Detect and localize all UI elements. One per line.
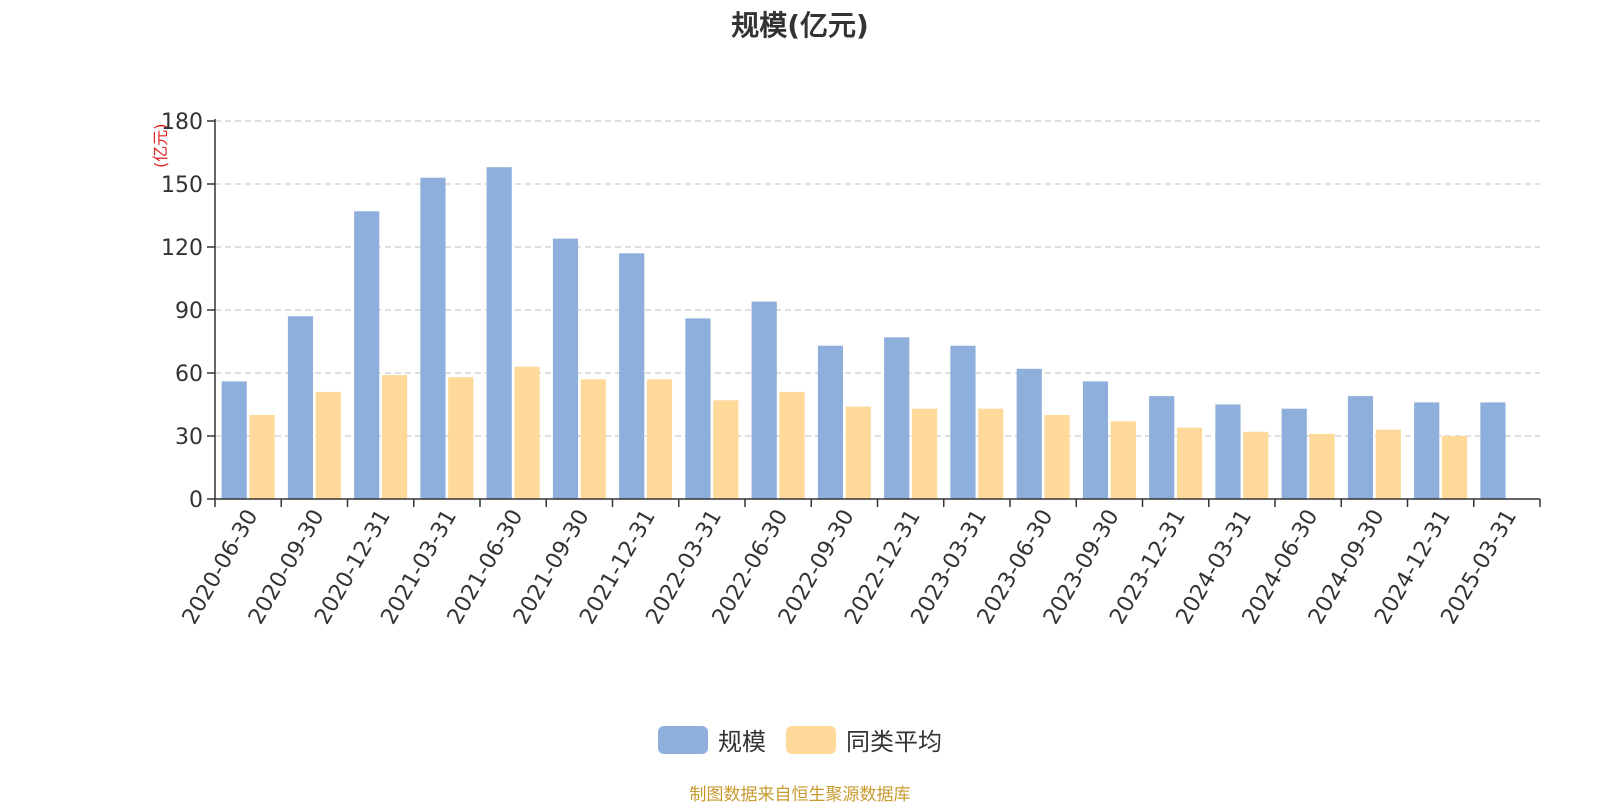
bar-scale[interactable] <box>1149 396 1175 499</box>
bar-average[interactable] <box>315 391 341 499</box>
y-tick-label: 60 <box>175 362 203 387</box>
bar-average[interactable] <box>1441 436 1468 499</box>
legend: 规模 同类平均 <box>0 722 1600 757</box>
bar-average[interactable] <box>448 377 474 499</box>
bar-scale[interactable] <box>552 238 579 499</box>
bar-average[interactable] <box>1176 427 1203 499</box>
bars <box>221 167 1506 500</box>
chart-title: 规模(亿元) <box>731 9 869 42</box>
y-tick-label: 30 <box>175 425 203 450</box>
bar-average[interactable] <box>1309 433 1335 499</box>
legend-swatch-average <box>786 725 836 754</box>
bar-average[interactable] <box>514 366 540 499</box>
bar-scale[interactable] <box>221 381 247 499</box>
bar-scale[interactable] <box>884 337 910 499</box>
legend-swatch-scale <box>658 725 708 754</box>
bar-scale[interactable] <box>486 167 512 499</box>
bar-scale[interactable] <box>751 301 777 499</box>
bar-scale[interactable] <box>354 211 380 500</box>
bar-scale[interactable] <box>420 177 446 499</box>
y-tick-label: 90 <box>175 299 203 324</box>
bar-scale[interactable] <box>950 345 976 499</box>
legend-label-average: 同类平均 <box>846 728 942 756</box>
legend-label-scale: 规模 <box>718 728 766 756</box>
source-note: 制图数据来自恒生聚源数据库 <box>689 785 911 805</box>
bar-scale[interactable] <box>1347 396 1374 499</box>
y-tick-label: 0 <box>189 488 203 513</box>
y-tick-label: 150 <box>161 173 203 198</box>
bar-average[interactable] <box>646 379 673 499</box>
bar-scale[interactable] <box>1082 381 1109 499</box>
bar-scale[interactable] <box>1281 408 1307 499</box>
bar-scale[interactable] <box>1414 402 1440 499</box>
bar-scale[interactable] <box>287 316 314 499</box>
bar-average[interactable] <box>1243 431 1269 499</box>
y-tick-label: 180 <box>161 110 203 135</box>
legend-item-scale[interactable]: 规模 <box>658 722 766 757</box>
bar-scale[interactable] <box>1016 368 1042 499</box>
bar-scale[interactable] <box>1480 402 1506 499</box>
bar-scale[interactable] <box>817 345 844 499</box>
bar-average[interactable] <box>978 408 1004 499</box>
bar-average[interactable] <box>381 375 408 499</box>
y-tick-label: 120 <box>161 236 203 261</box>
bar-average[interactable] <box>845 406 871 499</box>
bar-average[interactable] <box>580 379 606 499</box>
bar-scale[interactable] <box>685 318 711 499</box>
bar-average[interactable] <box>779 391 805 499</box>
bar-average[interactable] <box>1375 429 1401 499</box>
plot-area: 03060901201501802020-06-302020-09-302020… <box>161 110 1541 629</box>
bar-average[interactable] <box>1044 415 1070 499</box>
legend-item-average[interactable]: 同类平均 <box>786 722 942 757</box>
bar-average[interactable] <box>911 408 938 499</box>
grid-lines <box>215 120 1540 437</box>
bar-average[interactable] <box>249 415 275 499</box>
bar-average[interactable] <box>713 400 739 499</box>
bar-scale[interactable] <box>619 253 645 499</box>
bar-scale[interactable] <box>1215 404 1241 500</box>
bar-average[interactable] <box>1110 421 1136 499</box>
